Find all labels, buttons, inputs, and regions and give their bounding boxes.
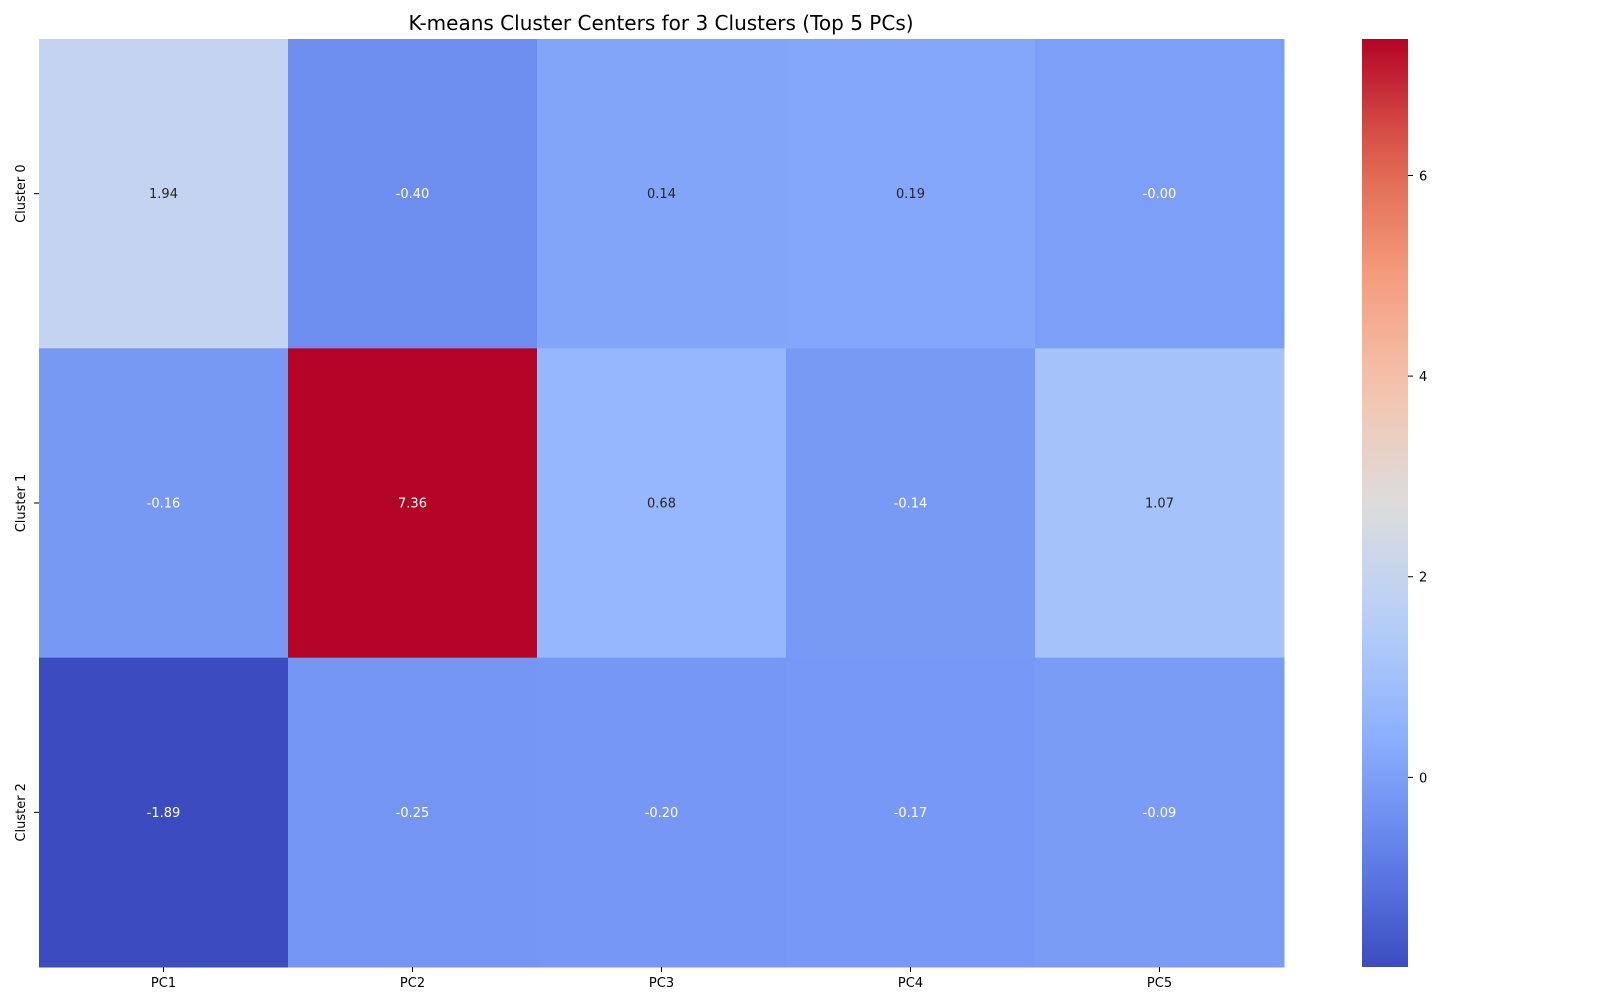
heatmap-cells xyxy=(39,39,1285,968)
cell-value-label: -0.00 xyxy=(1143,187,1177,202)
chart-title: K-means Cluster Centers for 3 Clusters (… xyxy=(408,11,913,35)
heatmap-cell xyxy=(288,348,538,659)
cell-value-label: -0.20 xyxy=(645,806,679,821)
heatmap-cell xyxy=(288,39,538,349)
heatmap-cell xyxy=(39,39,289,349)
y-tick-label: Cluster 2 xyxy=(14,783,29,842)
cell-value-label: -0.25 xyxy=(396,806,430,821)
cell-value-label: -0.17 xyxy=(894,806,928,821)
x-tick-label: PC4 xyxy=(898,976,923,991)
colorbar-tick-label: 0 xyxy=(1419,771,1427,786)
heatmap-cell xyxy=(537,348,787,659)
cell-value-label: 1.94 xyxy=(149,187,178,202)
heatmap-cell xyxy=(288,657,538,968)
heatmap-cell xyxy=(537,657,787,968)
colorbar-tick-label: 6 xyxy=(1419,169,1427,184)
heatmap-cell xyxy=(1035,39,1285,349)
heatmap-cell xyxy=(1035,657,1285,968)
cell-value-label: 0.19 xyxy=(896,187,925,202)
cell-value-label: -0.16 xyxy=(147,497,181,512)
x-tick-label: PC1 xyxy=(151,976,176,991)
cell-value-label: -0.40 xyxy=(396,187,430,202)
cell-value-label: 7.36 xyxy=(398,497,427,512)
y-tick-label: Cluster 0 xyxy=(14,164,29,223)
heatmap-cell xyxy=(39,348,289,659)
y-axis: Cluster 0 Cluster 1 Cluster 2 xyxy=(14,164,39,842)
heatmap-cell xyxy=(39,657,289,968)
heatmap-cell xyxy=(786,348,1036,659)
heatmap-cell xyxy=(786,657,1036,968)
cell-value-label: -1.89 xyxy=(147,806,181,821)
cell-value-label: -0.14 xyxy=(894,497,928,512)
x-tick-label: PC5 xyxy=(1147,976,1172,991)
y-tick-label: Cluster 1 xyxy=(14,474,29,533)
heatmap-cell xyxy=(1035,348,1285,659)
cell-value-label: 1.07 xyxy=(1145,497,1174,512)
x-tick-label: PC2 xyxy=(400,976,425,991)
cell-value-label: 0.14 xyxy=(647,187,676,202)
colorbar: 0 2 4 6 xyxy=(1362,39,1427,967)
colorbar-gradient xyxy=(1362,39,1408,967)
heatmap-cell-labels: 1.94 -0.40 0.14 0.19 -0.00 -0.16 7.36 0.68 -0.14… xyxy=(147,187,1177,821)
heatmap-cell xyxy=(786,39,1036,349)
heatmap-cell xyxy=(537,39,787,349)
cell-value-label: -0.09 xyxy=(1143,806,1177,821)
x-axis: PC1 PC2 PC3 PC4 PC5 xyxy=(151,967,1172,991)
cell-value-label: 0.68 xyxy=(647,497,676,512)
colorbar-tick-label: 4 xyxy=(1419,370,1427,385)
colorbar-tick-label: 2 xyxy=(1419,571,1427,586)
x-tick-label: PC3 xyxy=(649,976,674,991)
